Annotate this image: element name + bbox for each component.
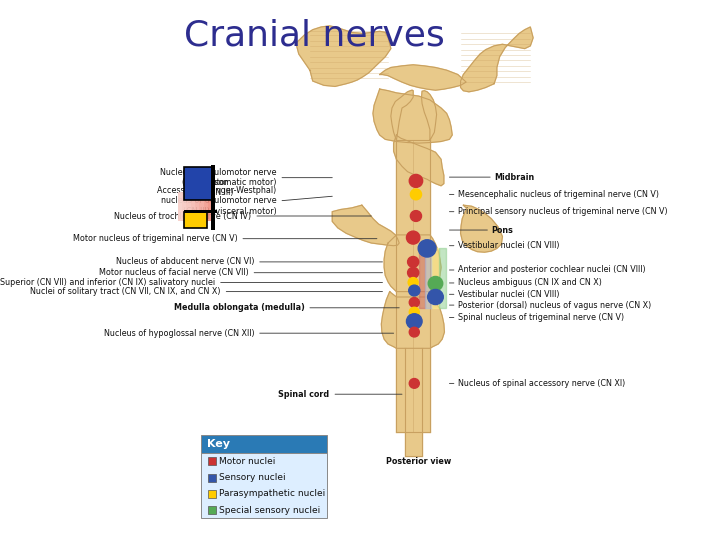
Text: Oculomotor
nerve (CN III): Oculomotor nerve (CN III) — [184, 178, 234, 197]
Polygon shape — [296, 26, 391, 86]
Text: Mesencephalic nucleus of trigeminal nerve (CN V): Mesencephalic nucleus of trigeminal nerv… — [458, 190, 659, 199]
Bar — [208, 457, 216, 465]
Text: Principal sensory nucleus of trigeminal nerve (CN V): Principal sensory nucleus of trigeminal … — [458, 207, 667, 216]
Bar — [208, 490, 216, 498]
Bar — [178, 192, 204, 221]
Bar — [178, 192, 199, 221]
Bar — [211, 165, 215, 230]
Text: Vestibular nuclei (CN VIII): Vestibular nuclei (CN VIII) — [458, 290, 559, 299]
Polygon shape — [461, 27, 533, 92]
Circle shape — [408, 267, 419, 278]
Polygon shape — [391, 90, 413, 140]
Bar — [184, 210, 217, 213]
Bar — [178, 192, 191, 221]
Text: Nucleus of oculomotor nerve
(CN III) (somatic motor): Nucleus of oculomotor nerve (CN III) (so… — [160, 168, 276, 187]
Circle shape — [407, 314, 422, 329]
Circle shape — [409, 379, 419, 388]
Circle shape — [409, 307, 419, 317]
Text: Vestibular nuclei (CN VIII): Vestibular nuclei (CN VIII) — [458, 241, 559, 250]
Bar — [178, 192, 195, 221]
Polygon shape — [461, 205, 503, 252]
Bar — [178, 192, 208, 221]
Polygon shape — [419, 248, 426, 308]
Text: Nucleus of spinal accessory nerve (CN XI): Nucleus of spinal accessory nerve (CN XI… — [458, 379, 625, 388]
Text: Motor nucleus of facial nerve (CN VII): Motor nucleus of facial nerve (CN VII) — [99, 268, 248, 277]
Bar — [208, 506, 216, 514]
Text: Superior (CN VII) and inferior (CN IX) salivatory nuclei: Superior (CN VII) and inferior (CN IX) s… — [0, 278, 215, 287]
Text: Special sensory nuclei: Special sensory nuclei — [219, 506, 320, 515]
Bar — [178, 192, 212, 221]
Text: Spinal nucleus of trigeminal nerve (CN V): Spinal nucleus of trigeminal nerve (CN V… — [458, 313, 624, 322]
Text: Cranial nerves: Cranial nerves — [184, 19, 445, 53]
Circle shape — [409, 174, 423, 187]
Bar — [184, 212, 207, 228]
Bar — [184, 167, 212, 200]
Polygon shape — [394, 135, 444, 186]
Text: Nucleus of abducent nerve (CN VI): Nucleus of abducent nerve (CN VI) — [116, 258, 254, 266]
Text: Posterior (dorsal) nucleus of vagus nerve (CN X): Posterior (dorsal) nucleus of vagus nerv… — [458, 301, 651, 309]
Circle shape — [409, 285, 420, 296]
Polygon shape — [421, 91, 436, 140]
Bar — [208, 474, 216, 482]
Polygon shape — [382, 292, 444, 348]
Polygon shape — [379, 65, 466, 90]
Text: Medulla oblongata (medulla): Medulla oblongata (medulla) — [174, 303, 305, 312]
Text: Parasympathetic nuclei: Parasympathetic nuclei — [219, 489, 325, 498]
Polygon shape — [384, 235, 441, 292]
Text: Key: Key — [207, 439, 230, 449]
Text: Motor nuclei: Motor nuclei — [219, 457, 275, 466]
Text: Motor nucleus of trigeminal nerve (CN V): Motor nucleus of trigeminal nerve (CN V) — [73, 234, 238, 243]
Text: Anterior and posterior cochlear nuclei (CN VIII): Anterior and posterior cochlear nuclei (… — [458, 266, 645, 274]
Text: Accessory (Edinger-Westphal)
nucleus of oculomotor nerve
(CN III) (visceral moto: Accessory (Edinger-Westphal) nucleus of … — [157, 186, 276, 216]
Text: Sensory nuclei: Sensory nuclei — [219, 473, 286, 482]
Bar — [178, 192, 212, 221]
Polygon shape — [332, 205, 399, 246]
Circle shape — [407, 231, 420, 244]
Text: Posterior view: Posterior view — [386, 457, 451, 466]
Bar — [178, 192, 186, 221]
Text: Nuclei of solitary tract (CN VII, CN IX, and CN X): Nuclei of solitary tract (CN VII, CN IX,… — [30, 287, 221, 296]
Bar — [178, 192, 182, 221]
Circle shape — [410, 189, 421, 200]
Polygon shape — [432, 248, 438, 308]
Polygon shape — [405, 348, 421, 456]
Text: Nucleus of trochlear nerve (CN IV): Nucleus of trochlear nerve (CN IV) — [114, 212, 251, 220]
Circle shape — [409, 298, 419, 307]
Circle shape — [428, 276, 443, 291]
Polygon shape — [438, 248, 446, 308]
Circle shape — [410, 211, 421, 221]
Bar — [201, 435, 327, 453]
Circle shape — [408, 256, 419, 267]
Polygon shape — [426, 248, 432, 308]
Text: Spinal cord: Spinal cord — [279, 390, 330, 399]
Circle shape — [408, 278, 418, 287]
Circle shape — [409, 327, 419, 337]
Text: Nucleus of hypoglossal nerve (CN XII): Nucleus of hypoglossal nerve (CN XII) — [104, 329, 254, 338]
Text: Midbrain: Midbrain — [494, 173, 534, 181]
Polygon shape — [373, 89, 452, 143]
Circle shape — [428, 289, 444, 305]
Text: Pons: Pons — [491, 226, 513, 234]
Bar — [201, 453, 327, 518]
Circle shape — [418, 240, 436, 257]
Text: Nucleus ambiguus (CN IX and CN X): Nucleus ambiguus (CN IX and CN X) — [458, 279, 602, 287]
Polygon shape — [397, 140, 430, 432]
